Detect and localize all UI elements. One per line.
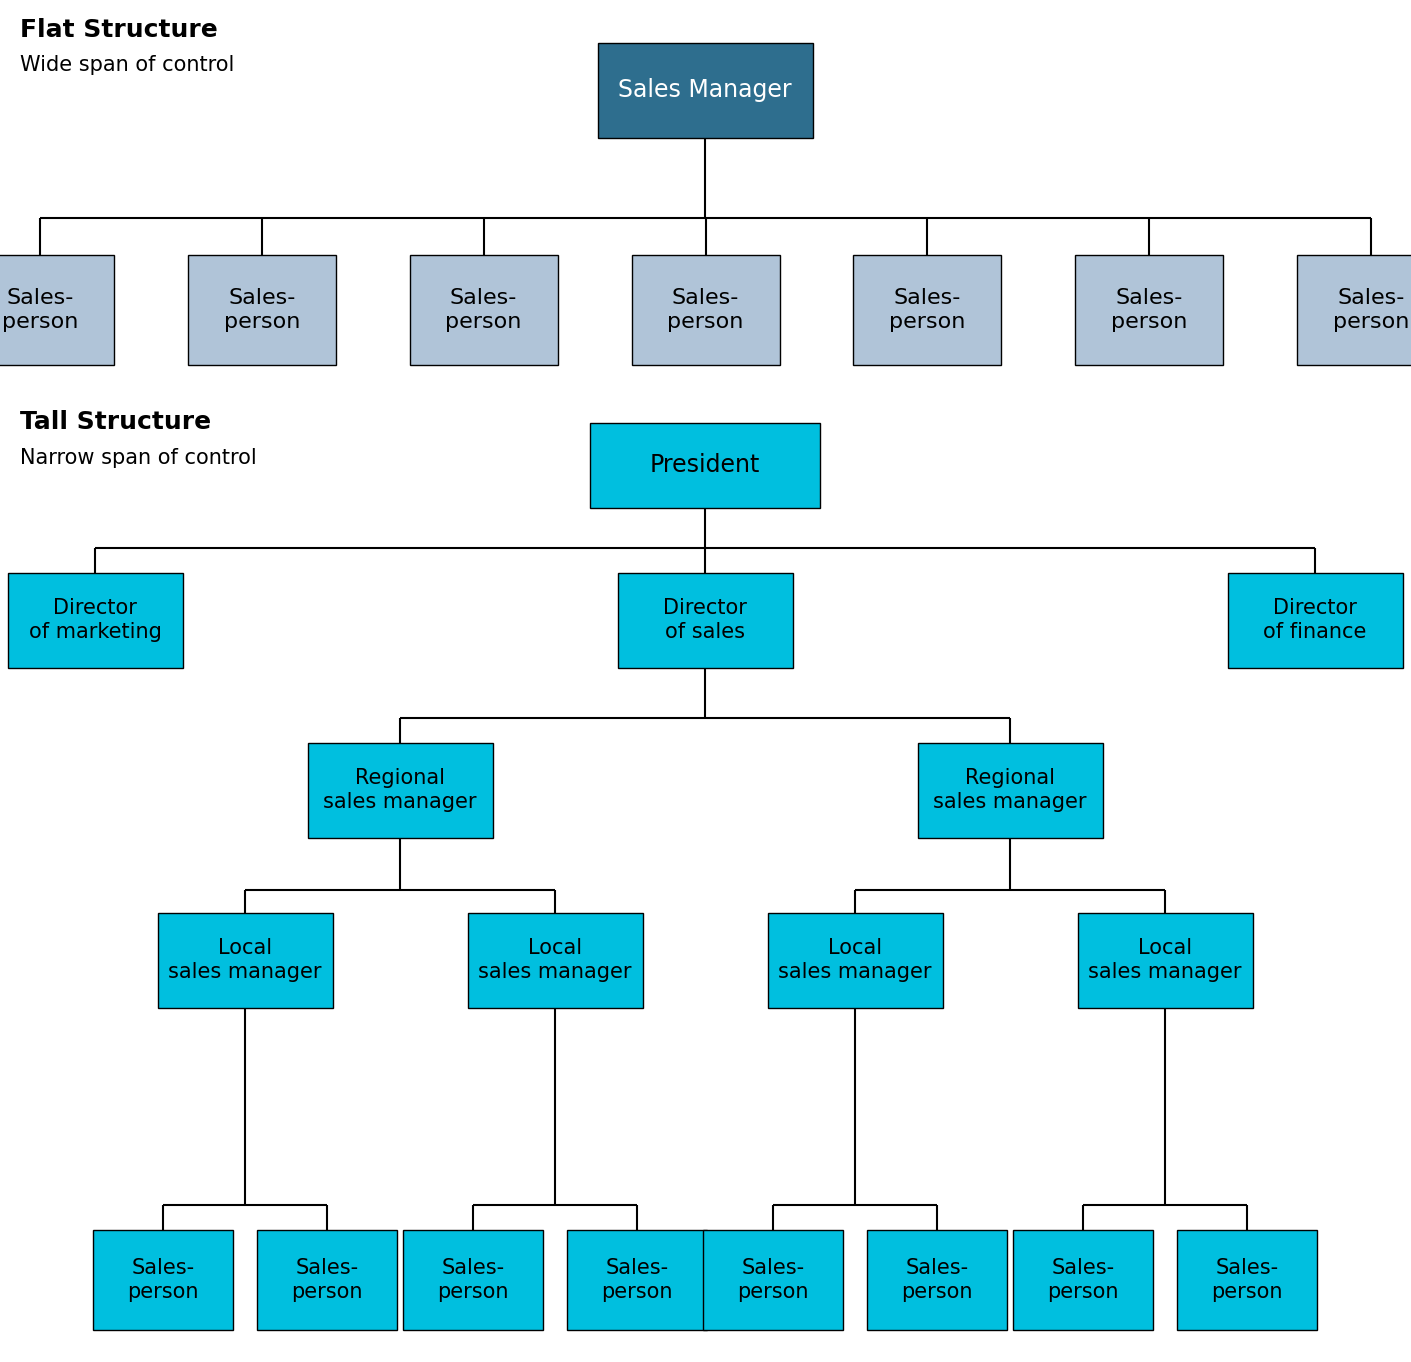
- Text: Local
sales manager: Local sales manager: [478, 938, 632, 982]
- Text: Sales-
person: Sales- person: [127, 1258, 199, 1302]
- FancyBboxPatch shape: [467, 913, 642, 1008]
- FancyBboxPatch shape: [597, 42, 813, 138]
- FancyBboxPatch shape: [703, 1230, 842, 1331]
- Text: Local
sales manager: Local sales manager: [168, 938, 322, 982]
- FancyBboxPatch shape: [854, 255, 1002, 365]
- FancyBboxPatch shape: [257, 1230, 396, 1331]
- FancyBboxPatch shape: [917, 742, 1102, 838]
- Text: Director
of sales: Director of sales: [663, 598, 746, 642]
- Text: Regional
sales manager: Regional sales manager: [933, 768, 1086, 812]
- Text: Sales-
person: Sales- person: [601, 1258, 673, 1302]
- Text: Sales-
person: Sales- person: [1110, 289, 1187, 331]
- Text: Sales-
person: Sales- person: [224, 289, 301, 331]
- FancyBboxPatch shape: [1078, 913, 1253, 1008]
- Text: Sales-
person: Sales- person: [902, 1258, 972, 1302]
- FancyBboxPatch shape: [866, 1230, 1007, 1331]
- FancyBboxPatch shape: [618, 572, 793, 667]
- Text: Sales-
person: Sales- person: [291, 1258, 363, 1302]
- Text: Sales-
person: Sales- person: [1047, 1258, 1119, 1302]
- Text: President: President: [650, 454, 761, 477]
- FancyBboxPatch shape: [1228, 572, 1403, 667]
- Text: Sales-
person: Sales- person: [1, 289, 78, 331]
- Text: Tall Structure: Tall Structure: [20, 410, 212, 434]
- FancyBboxPatch shape: [188, 255, 336, 365]
- Text: Flat Structure: Flat Structure: [20, 18, 217, 42]
- FancyBboxPatch shape: [1013, 1230, 1153, 1331]
- Text: Director
of marketing: Director of marketing: [28, 598, 161, 642]
- Text: Sales Manager: Sales Manager: [618, 78, 792, 102]
- FancyBboxPatch shape: [404, 1230, 543, 1331]
- FancyBboxPatch shape: [590, 422, 820, 508]
- FancyBboxPatch shape: [158, 913, 333, 1008]
- FancyBboxPatch shape: [308, 742, 492, 838]
- FancyBboxPatch shape: [7, 572, 182, 667]
- Text: Regional
sales manager: Regional sales manager: [323, 768, 477, 812]
- Text: Local
sales manager: Local sales manager: [1088, 938, 1242, 982]
- FancyBboxPatch shape: [1075, 255, 1223, 365]
- FancyBboxPatch shape: [1177, 1230, 1316, 1331]
- Text: Sales-
person: Sales- person: [446, 289, 522, 331]
- FancyBboxPatch shape: [1297, 255, 1411, 365]
- FancyBboxPatch shape: [632, 255, 779, 365]
- Text: Local
sales manager: Local sales manager: [779, 938, 931, 982]
- Text: Sales-
person: Sales- person: [667, 289, 744, 331]
- FancyBboxPatch shape: [0, 255, 114, 365]
- Text: Sales-
person: Sales- person: [437, 1258, 509, 1302]
- Text: Director
of finance: Director of finance: [1263, 598, 1367, 642]
- FancyBboxPatch shape: [567, 1230, 707, 1331]
- Text: Narrow span of control: Narrow span of control: [20, 448, 257, 469]
- Text: Sales-
person: Sales- person: [1333, 289, 1410, 331]
- Text: Sales-
person: Sales- person: [738, 1258, 809, 1302]
- Text: Wide span of control: Wide span of control: [20, 54, 234, 75]
- FancyBboxPatch shape: [409, 255, 557, 365]
- FancyBboxPatch shape: [93, 1230, 233, 1331]
- FancyBboxPatch shape: [768, 913, 943, 1008]
- Text: Sales-
person: Sales- person: [1211, 1258, 1283, 1302]
- Text: Sales-
person: Sales- person: [889, 289, 965, 331]
